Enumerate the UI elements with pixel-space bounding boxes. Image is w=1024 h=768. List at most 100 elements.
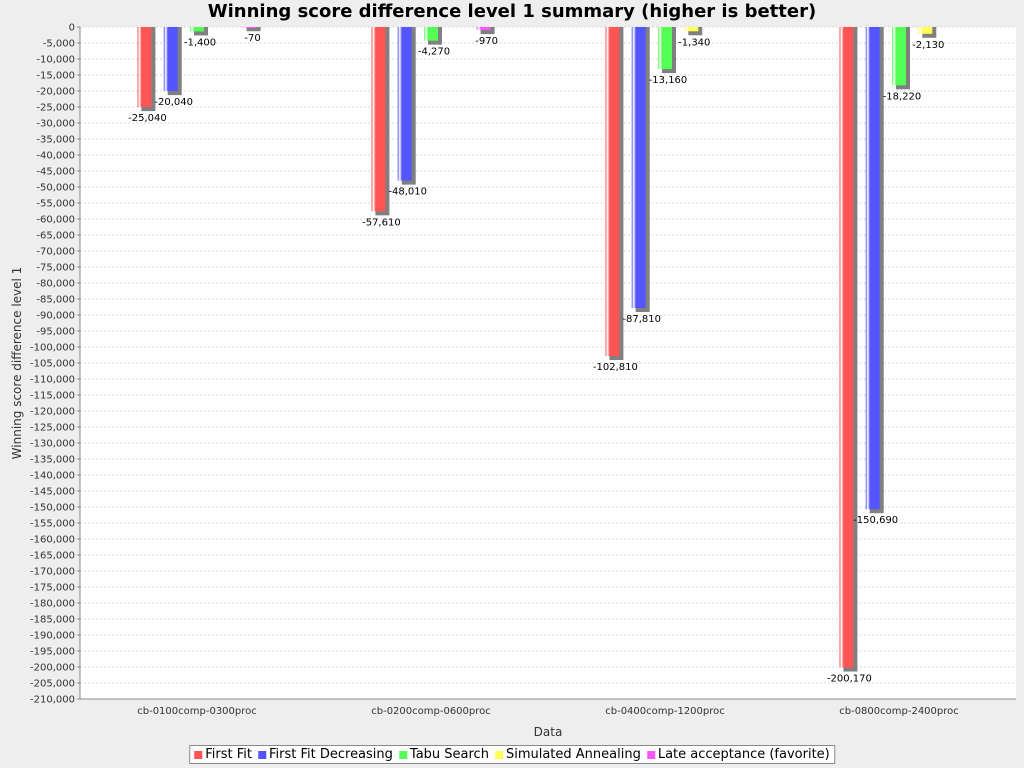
legend-swatch xyxy=(257,750,266,759)
bar-shadow xyxy=(246,27,261,32)
y-tick-label: -145,000 xyxy=(30,487,75,498)
y-tick-label: -45,000 xyxy=(36,167,75,178)
x-axis-label: Data xyxy=(534,725,563,739)
y-tick-label: -130,000 xyxy=(30,439,75,450)
y-tick-label: -75,000 xyxy=(36,263,75,274)
bar xyxy=(424,27,438,41)
data-label: -13,160 xyxy=(649,75,688,86)
legend-swatch xyxy=(398,750,407,759)
y-tick-label: -110,000 xyxy=(30,375,75,386)
data-label: -150,690 xyxy=(853,515,898,526)
y-tick-label: -180,000 xyxy=(30,599,75,610)
bar xyxy=(865,27,880,510)
y-tick-label: -160,000 xyxy=(30,535,75,546)
bar xyxy=(892,27,906,86)
data-label: -20,040 xyxy=(154,97,193,108)
y-tick-label: -210,000 xyxy=(30,695,75,706)
legend-label: Late acceptance (favorite) xyxy=(657,747,830,762)
y-tick-label: -155,000 xyxy=(30,519,75,530)
data-label: -70 xyxy=(244,33,260,44)
y-tick-label: -105,000 xyxy=(30,359,75,370)
bar xyxy=(684,27,699,32)
data-label: -25,040 xyxy=(128,113,167,124)
y-tick-label: -100,000 xyxy=(30,343,75,354)
y-tick-label: -15,000 xyxy=(36,71,75,82)
y-tick-label: -50,000 xyxy=(36,183,75,194)
bar xyxy=(918,27,933,34)
legend-item: Tabu Search xyxy=(398,747,489,762)
legend-swatch xyxy=(494,750,503,759)
bar xyxy=(658,27,672,70)
data-label: -102,810 xyxy=(593,362,638,373)
y-tick-label: -170,000 xyxy=(30,567,75,578)
data-label: -200,170 xyxy=(827,674,872,685)
y-tick-label: -205,000 xyxy=(30,679,75,690)
bar xyxy=(137,27,152,108)
legend-item: First Fit xyxy=(194,747,252,762)
legend-label: First Fit Decreasing xyxy=(268,747,393,762)
y-tick-label: -60,000 xyxy=(36,215,75,226)
chart-title: Winning score difference level 1 summary… xyxy=(207,1,817,22)
x-tick-label: cb-0400comp-1200proc xyxy=(605,706,725,717)
bar xyxy=(190,27,204,32)
bar xyxy=(371,27,386,212)
y-tick-label: -70,000 xyxy=(36,247,75,258)
legend-swatch xyxy=(646,750,655,759)
bar-shadow xyxy=(480,27,495,35)
y-tick-label: -125,000 xyxy=(30,423,75,434)
y-tick-label: -120,000 xyxy=(30,407,75,418)
y-tick-label: -85,000 xyxy=(36,295,75,306)
y-tick-label: -190,000 xyxy=(30,631,75,642)
y-tick-label: -200,000 xyxy=(30,663,75,674)
y-axis-label: Winning score difference level 1 xyxy=(10,267,24,460)
data-label: -1,340 xyxy=(678,37,710,48)
legend: First Fit First Fit Decreasing Tabu Search… xyxy=(189,745,835,764)
legend-item: Late acceptance (favorite) xyxy=(646,747,830,762)
y-tick-label: -25,000 xyxy=(36,103,75,114)
y-tick-label: -35,000 xyxy=(36,135,75,146)
y-tick-label: -185,000 xyxy=(30,615,75,626)
y-tick-label: -55,000 xyxy=(36,199,75,210)
legend-swatch xyxy=(194,750,203,759)
bar xyxy=(631,27,646,308)
bar xyxy=(476,27,491,31)
x-tick-label: cb-0200comp-0600proc xyxy=(371,706,491,717)
y-tick-label: -150,000 xyxy=(30,503,75,514)
bar xyxy=(397,27,412,181)
bar xyxy=(242,27,257,28)
bar xyxy=(605,27,620,356)
legend-label: First Fit xyxy=(205,747,252,762)
bar xyxy=(163,27,178,92)
y-tick-label: -135,000 xyxy=(30,455,75,466)
data-label: -970 xyxy=(475,36,498,47)
legend-item: Simulated Annealing xyxy=(494,747,641,762)
y-tick-label: 0 xyxy=(69,23,75,34)
y-tick-label: -140,000 xyxy=(30,471,75,482)
y-tick-label: -95,000 xyxy=(36,327,75,338)
y-tick-label: -40,000 xyxy=(36,151,75,162)
legend-label: Simulated Annealing xyxy=(505,747,641,762)
x-tick-label: cb-0100comp-0300proc xyxy=(137,706,257,717)
y-tick-label: -195,000 xyxy=(30,647,75,658)
legend-item: First Fit Decreasing xyxy=(257,747,393,762)
y-tick-label: -20,000 xyxy=(36,87,75,98)
bar xyxy=(839,27,854,668)
y-tick-label: -5,000 xyxy=(43,39,75,50)
data-label: -87,810 xyxy=(622,314,661,325)
data-label: -48,010 xyxy=(388,187,427,198)
y-tick-label: -115,000 xyxy=(30,391,75,402)
data-label: -2,130 xyxy=(912,40,944,51)
y-tick-label: -90,000 xyxy=(36,311,75,322)
data-label: -4,270 xyxy=(418,47,450,58)
y-tick-label: -65,000 xyxy=(36,231,75,242)
y-tick-label: -175,000 xyxy=(30,583,75,594)
x-tick-label: cb-0800comp-2400proc xyxy=(839,706,959,717)
data-label: -18,220 xyxy=(883,91,922,102)
y-tick-label: -10,000 xyxy=(36,55,75,66)
data-label: -1,400 xyxy=(184,37,216,48)
legend-label: Tabu Search xyxy=(409,747,489,762)
y-tick-label: -30,000 xyxy=(36,119,75,130)
y-tick-label: -80,000 xyxy=(36,279,75,290)
y-tick-label: -165,000 xyxy=(30,551,75,562)
